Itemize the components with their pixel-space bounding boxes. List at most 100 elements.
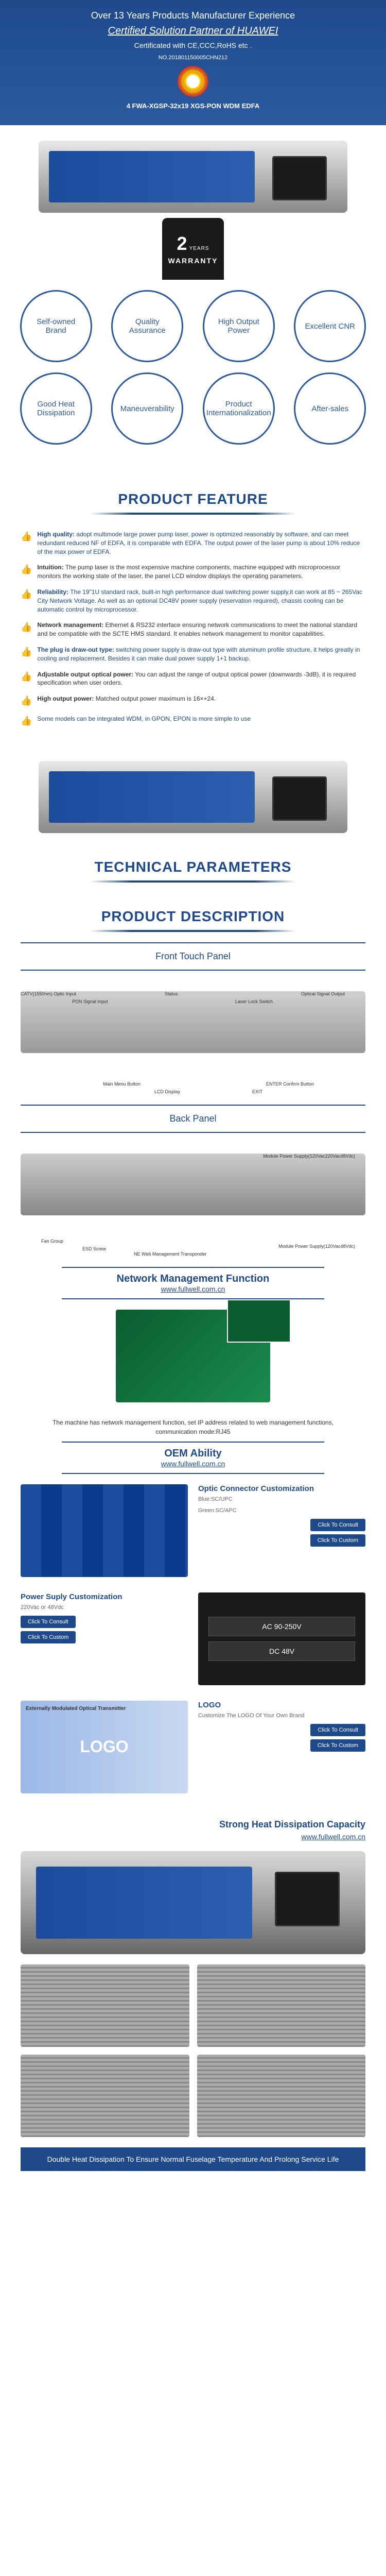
thumb-icon: 👍 bbox=[21, 621, 32, 634]
oem-logo-text-cell: LOGO Customize The LOGO Of Your Own Bran… bbox=[198, 1701, 365, 1799]
panel-label: Module Power Supply(120Vac220Vac48Vdc) bbox=[263, 1154, 355, 1159]
header-experience: Over 13 Years Products Manufacturer Expe… bbox=[5, 10, 381, 21]
panel-label: Module Power Supply(120Vac48Vdc) bbox=[278, 1244, 355, 1249]
device-image-2 bbox=[0, 751, 386, 843]
feature-item: 👍High quality: adopt multimode large pow… bbox=[21, 530, 365, 556]
back-panel-image bbox=[21, 1154, 365, 1215]
circle-heat: Good Heat Dissipation bbox=[20, 372, 92, 445]
oem-optic-image-cell bbox=[21, 1484, 188, 1582]
heat-section: Strong Heat Dissipation Capacity www.ful… bbox=[0, 1809, 386, 2181]
circle-quality: Quality Assurance bbox=[111, 290, 183, 362]
power-ac-label: AC 90-250V bbox=[208, 1617, 355, 1636]
header-product-name: 4 FWA-XGSP-32x19 XGS-PON WDM EDFA bbox=[5, 102, 381, 110]
panel-label: Main Menu Button bbox=[103, 1081, 141, 1087]
logo-custom-button[interactable]: Click To Custom bbox=[310, 1739, 365, 1752]
circle-maneuver: Maneuverability bbox=[111, 372, 183, 445]
network-board-image bbox=[116, 1310, 270, 1402]
logo-consult-button[interactable]: Click To Consult bbox=[310, 1724, 365, 1736]
feature-item: 👍Adjustable output optical power: You ca… bbox=[21, 670, 365, 688]
warranty-number: 2 bbox=[177, 233, 187, 255]
certification-badge-icon bbox=[178, 66, 208, 97]
oem-optic-text-cell: Optic Connector Customization Blue:SC/UP… bbox=[198, 1484, 365, 1582]
thumb-icon: 👍 bbox=[21, 715, 32, 727]
panel-label: LCD Display bbox=[154, 1089, 180, 1094]
power-title: Power Suply Customization bbox=[21, 1592, 188, 1601]
panel-label: ESD Screw bbox=[82, 1246, 106, 1251]
panel-label: Laser Lock Switch bbox=[235, 999, 273, 1004]
warranty-label: WARRANTY bbox=[168, 257, 218, 265]
thumb-icon: 👍 bbox=[21, 670, 32, 683]
power-consult-button[interactable]: Click To Consult bbox=[21, 1616, 76, 1628]
device-front-image-2 bbox=[39, 761, 347, 833]
panel-label: ENTER Confirm Button bbox=[266, 1081, 314, 1087]
oem-heading-box: OEM Ability www.fullwell.com.cn bbox=[62, 1442, 324, 1474]
network-heading: Network Management Function bbox=[62, 1273, 324, 1285]
optic-connector-image bbox=[21, 1484, 188, 1577]
feature-item: 👍Intuition: The pump laser is the most e… bbox=[21, 563, 365, 581]
header-model-no: NO.201801150005CHN212 bbox=[5, 55, 381, 61]
oem-logo-image-cell: Externally Modulated Optical Transmitter… bbox=[21, 1701, 188, 1799]
optic-title: Optic Connector Customization bbox=[198, 1484, 365, 1493]
feature-item: 👍Reliability: The 19"1U standard rack, b… bbox=[21, 588, 365, 614]
heat-cell-4 bbox=[197, 2055, 366, 2137]
network-heading-box: Network Management Function www.fullwell… bbox=[62, 1267, 324, 1299]
device-front-image bbox=[39, 141, 347, 213]
oem-power-text-cell: Power Suply Customization 220Vac or 48Vd… bbox=[21, 1592, 188, 1690]
panel-label: Status bbox=[165, 991, 178, 996]
optic-custom-button[interactable]: Click To Custom bbox=[310, 1534, 365, 1547]
panel-label: NE Web Management Transponder bbox=[134, 1251, 206, 1257]
thumb-icon: 👍 bbox=[21, 646, 32, 658]
power-dc-label: DC 48V bbox=[208, 1641, 355, 1661]
header-cert: Certificated with CE,CCC,RoHS etc . bbox=[5, 41, 381, 49]
header-huawei: Certified Solution Partner of HUAWEI bbox=[5, 25, 381, 37]
feature-item: 👍The plug is draw-out type: switching po… bbox=[21, 646, 365, 663]
heat-title: Strong Heat Dissipation Capacity bbox=[21, 1819, 365, 1830]
warranty-years: YEARS bbox=[189, 246, 209, 251]
panel-label: Fan Group bbox=[41, 1239, 63, 1244]
features-list: 👍High quality: adopt multimode large pow… bbox=[0, 525, 386, 751]
oem-heading: OEM Ability bbox=[62, 1448, 324, 1460]
oem-website: www.fullwell.com.cn bbox=[62, 1460, 324, 1468]
heat-website: www.fullwell.com.cn bbox=[21, 1833, 365, 1841]
heat-cell-2 bbox=[197, 1964, 366, 2047]
logo-box-image: Externally Modulated Optical Transmitter… bbox=[21, 1701, 188, 1793]
heat-cell-3 bbox=[21, 2055, 189, 2137]
feature-item: 👍Network management: Ethernet & RS232 in… bbox=[21, 621, 365, 638]
warranty-badge: 2 YEARS WARRANTY bbox=[162, 218, 224, 280]
front-panel-title: Front Touch Panel bbox=[21, 942, 365, 971]
thumb-icon: 👍 bbox=[21, 694, 32, 707]
optic-consult-button[interactable]: Click To Consult bbox=[310, 1519, 365, 1531]
back-panel-title: Back Panel bbox=[21, 1105, 365, 1133]
circle-aftersales: After-sales bbox=[294, 372, 366, 445]
circle-intl: Product Internationalization bbox=[203, 372, 275, 445]
feature-item: 👍High output power: Matched output power… bbox=[21, 694, 365, 707]
heat-footer: Double Heat Dissipation To Ensure Normal… bbox=[21, 2147, 365, 2171]
heat-cell-1 bbox=[21, 1964, 189, 2047]
logo-box-label: Externally Modulated Optical Transmitter bbox=[26, 1706, 126, 1711]
feature-item: 👍Some models can be integrated WDM, in G… bbox=[21, 715, 365, 727]
device-hero-block: 2 YEARS WARRANTY bbox=[0, 125, 386, 228]
logo-title: LOGO bbox=[198, 1701, 365, 1709]
optic-sub1: Blue:SC/UPC bbox=[198, 1496, 365, 1502]
panel-label: Optical Signal Output bbox=[301, 991, 345, 996]
title-underline bbox=[90, 930, 296, 932]
oem-grid: Optic Connector Customization Blue:SC/UP… bbox=[0, 1474, 386, 1809]
header-banner: Over 13 Years Products Manufacturer Expe… bbox=[0, 0, 386, 125]
front-panel-diagram: CATV(1550nm) Optic Input PON Signal Inpu… bbox=[21, 991, 365, 1094]
title-underline bbox=[90, 880, 296, 883]
heat-device-image bbox=[21, 1851, 365, 1954]
thumb-icon: 👍 bbox=[21, 588, 32, 601]
network-website: www.fullwell.com.cn bbox=[62, 1285, 324, 1293]
section-title-desc: PRODUCT DESCRIPTION bbox=[0, 893, 386, 930]
network-caption: The machine has network management funct… bbox=[0, 1413, 386, 1442]
power-custom-button[interactable]: Click To Custom bbox=[21, 1631, 76, 1643]
circle-power: High Output Power bbox=[203, 290, 275, 362]
back-panel-diagram: Module Power Supply(120Vac220Vac48Vdc) F… bbox=[21, 1154, 365, 1257]
panel-label: PON Signal Input bbox=[72, 999, 108, 1004]
logo-sub: Customize The LOGO Of Your Own Brand bbox=[198, 1713, 365, 1719]
panel-label: EXIT bbox=[252, 1089, 262, 1094]
thumb-icon: 👍 bbox=[21, 563, 32, 576]
power-supply-image: AC 90-250V DC 48V bbox=[198, 1592, 365, 1685]
circle-brand: Self-owned Brand bbox=[20, 290, 92, 362]
optic-sub2: Green:SC/APC bbox=[198, 1507, 365, 1514]
